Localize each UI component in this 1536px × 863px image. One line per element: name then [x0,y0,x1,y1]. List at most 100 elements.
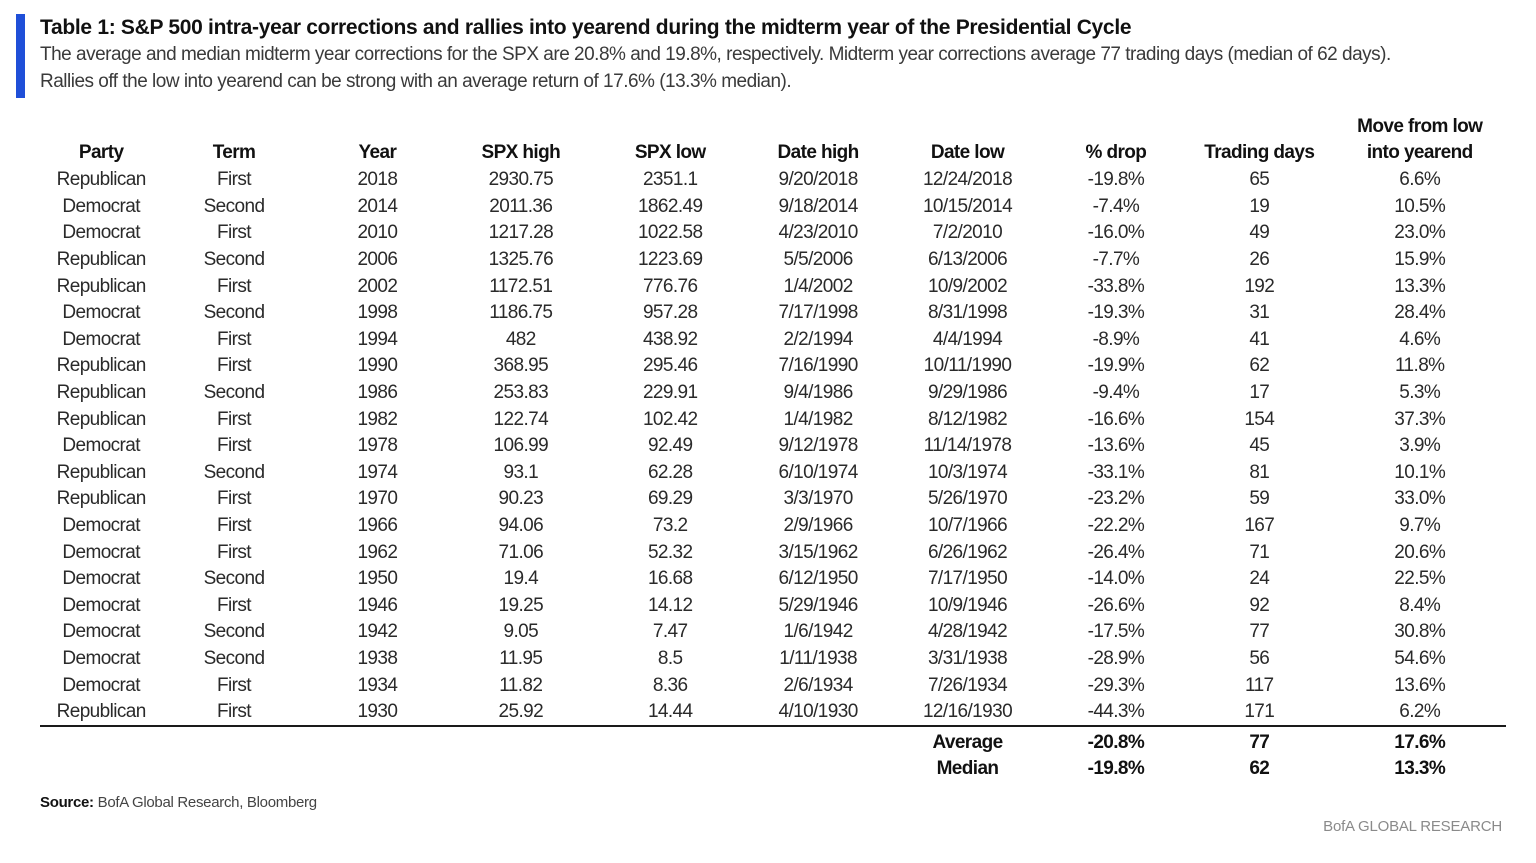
branding-text: BofA GLOBAL RESEARCH [1323,818,1502,835]
cell-party: Democrat [62,435,140,457]
column-header-spx-high: SPX high [481,142,561,163]
average-label: Average [888,725,1047,757]
cell-move-from-low: 20.6% [1394,541,1446,563]
cell-date-high: 7/16/1990 [778,355,859,377]
cell-date-high: 6/10/1974 [778,461,859,483]
table-row: Republican First 2002 1172.51 776.76 1/4/2002… [40,273,1506,300]
cell-term: First [217,355,252,377]
cell-date-low: 7/26/1934 [927,674,1008,696]
cell-spx-low: 16.68 [647,568,693,590]
cell-spx-high: 1186.75 [489,302,553,324]
cell-year: 1946 [357,594,398,616]
cell-pct-drop: -16.0% [1087,222,1145,244]
cell-date-low: 10/3/1974 [927,461,1008,483]
median-trading-days: 62 [1249,758,1270,780]
cell-spx-low: 295.46 [642,355,698,377]
cell-date-low: 7/2/2010 [932,222,1003,244]
cell-pct-drop: -8.9% [1092,328,1140,350]
cell-term: First [217,674,252,696]
column-header-term: Term [212,142,256,163]
cell-date-low: 7/17/1950 [927,568,1008,590]
cell-spx-low: 8.5 [657,647,683,669]
column-header-date-high: Date high [777,142,860,163]
table-title: Table 1: S&P 500 intra-year corrections … [40,16,1132,39]
cell-year: 1978 [357,435,398,457]
source-label: Source: [40,794,94,811]
cell-term: Second [203,461,265,483]
summary-row-average: Average -20.8% 77 17.6% [40,725,1506,757]
cell-spx-high: 25.92 [498,701,544,723]
cell-term: Second [203,302,265,324]
cell-date-low: 10/15/2014 [922,195,1013,217]
cell-spx-low: 52.32 [647,541,693,563]
cell-party: Democrat [62,195,140,217]
cell-year: 1934 [357,674,398,696]
cell-move-from-low: 10.1% [1394,461,1446,483]
table-row: Democrat First 2010 1217.28 1022.58 4/23/2010… [40,220,1506,247]
cell-pct-drop: -7.4% [1092,195,1140,217]
cell-date-low: 6/13/2006 [927,249,1008,271]
cell-trading-days: 45 [1249,435,1270,457]
cell-spx-high: 2930.75 [488,169,554,191]
cell-term: Second [203,621,265,643]
cell-date-high: 9/18/2014 [778,195,859,217]
cell-party: Democrat [62,674,140,696]
cell-spx-high: 1217.28 [488,222,554,244]
cell-year: 1982 [357,408,398,430]
cell-pct-drop: -28.9% [1087,647,1145,669]
cell-date-high: 7/17/1998 [778,302,859,324]
table-body: Republican First 2018 2930.75 2351.1 9/20/201… [40,167,1506,726]
cell-move-from-low: 9.7% [1399,515,1441,537]
cell-date-high: 9/20/2018 [778,169,859,191]
cell-date-low: 4/28/1942 [927,621,1008,643]
cell-pct-drop: -9.4% [1092,382,1140,404]
column-header-date-low: Date low [930,142,1005,163]
cell-date-high: 3/15/1962 [778,541,859,563]
cell-spx-low: 92.49 [647,435,693,457]
cell-year: 1986 [357,382,398,404]
cell-move-from-low: 8.4% [1399,594,1441,616]
cell-spx-low: 14.44 [647,701,693,723]
cell-spx-low: 102.42 [642,408,698,430]
cell-pct-drop: -7.7% [1092,249,1140,271]
cell-party: Republican [56,461,147,483]
cell-year: 1966 [357,515,398,537]
cell-date-high: 4/10/1930 [778,701,859,723]
cell-spx-low: 8.36 [652,674,688,696]
cell-move-from-low: 54.6% [1394,647,1446,669]
table-row: Democrat First 1966 94.06 73.2 2/9/1966 10/7/1… [40,513,1506,540]
cell-move-from-low: 33.0% [1394,488,1446,510]
cell-party: Democrat [62,541,140,563]
cell-spx-high: 1172.51 [489,275,553,297]
cell-spx-low: 14.12 [647,594,693,616]
cell-party: Republican [56,488,147,510]
cell-date-low: 8/12/1982 [927,408,1008,430]
cell-trading-days: 167 [1244,515,1275,537]
cell-party: Democrat [62,647,140,669]
cell-pct-drop: -22.2% [1087,515,1145,537]
cell-spx-high: 9.05 [503,621,539,643]
cell-year: 1950 [357,568,398,590]
cell-pct-drop: -14.0% [1087,568,1145,590]
table-row: Republican First 1990 368.95 295.46 7/16/1990… [40,353,1506,380]
cell-term: First [217,275,252,297]
cell-year: 1938 [357,647,398,669]
cell-pct-drop: -33.1% [1087,461,1145,483]
cell-term: Second [203,195,265,217]
cell-date-low: 9/29/1986 [927,382,1008,404]
cell-spx-high: 19.4 [503,568,539,590]
cell-spx-high: 93.1 [503,461,539,483]
table-row: Democrat First 1962 71.06 52.32 3/15/1962 6/26… [40,539,1506,566]
cell-date-high: 4/23/2010 [778,222,859,244]
cell-date-high: 2/6/1934 [783,674,854,696]
cell-date-low: 8/31/1998 [927,302,1008,324]
table-row: Democrat First 1946 19.25 14.12 5/29/1946 10/9… [40,593,1506,620]
cell-trading-days: 56 [1249,647,1270,669]
table-summary: Average -20.8% 77 17.6% Median -19.8% 62… [40,725,1506,782]
average-pct-drop: -20.8% [1046,725,1186,757]
cell-party: Democrat [62,568,140,590]
cell-move-from-low: 4.6% [1399,328,1441,350]
average-trading-days: 77 [1185,725,1334,757]
cell-party: Democrat [62,222,140,244]
cell-pct-drop: -19.3% [1087,302,1145,324]
